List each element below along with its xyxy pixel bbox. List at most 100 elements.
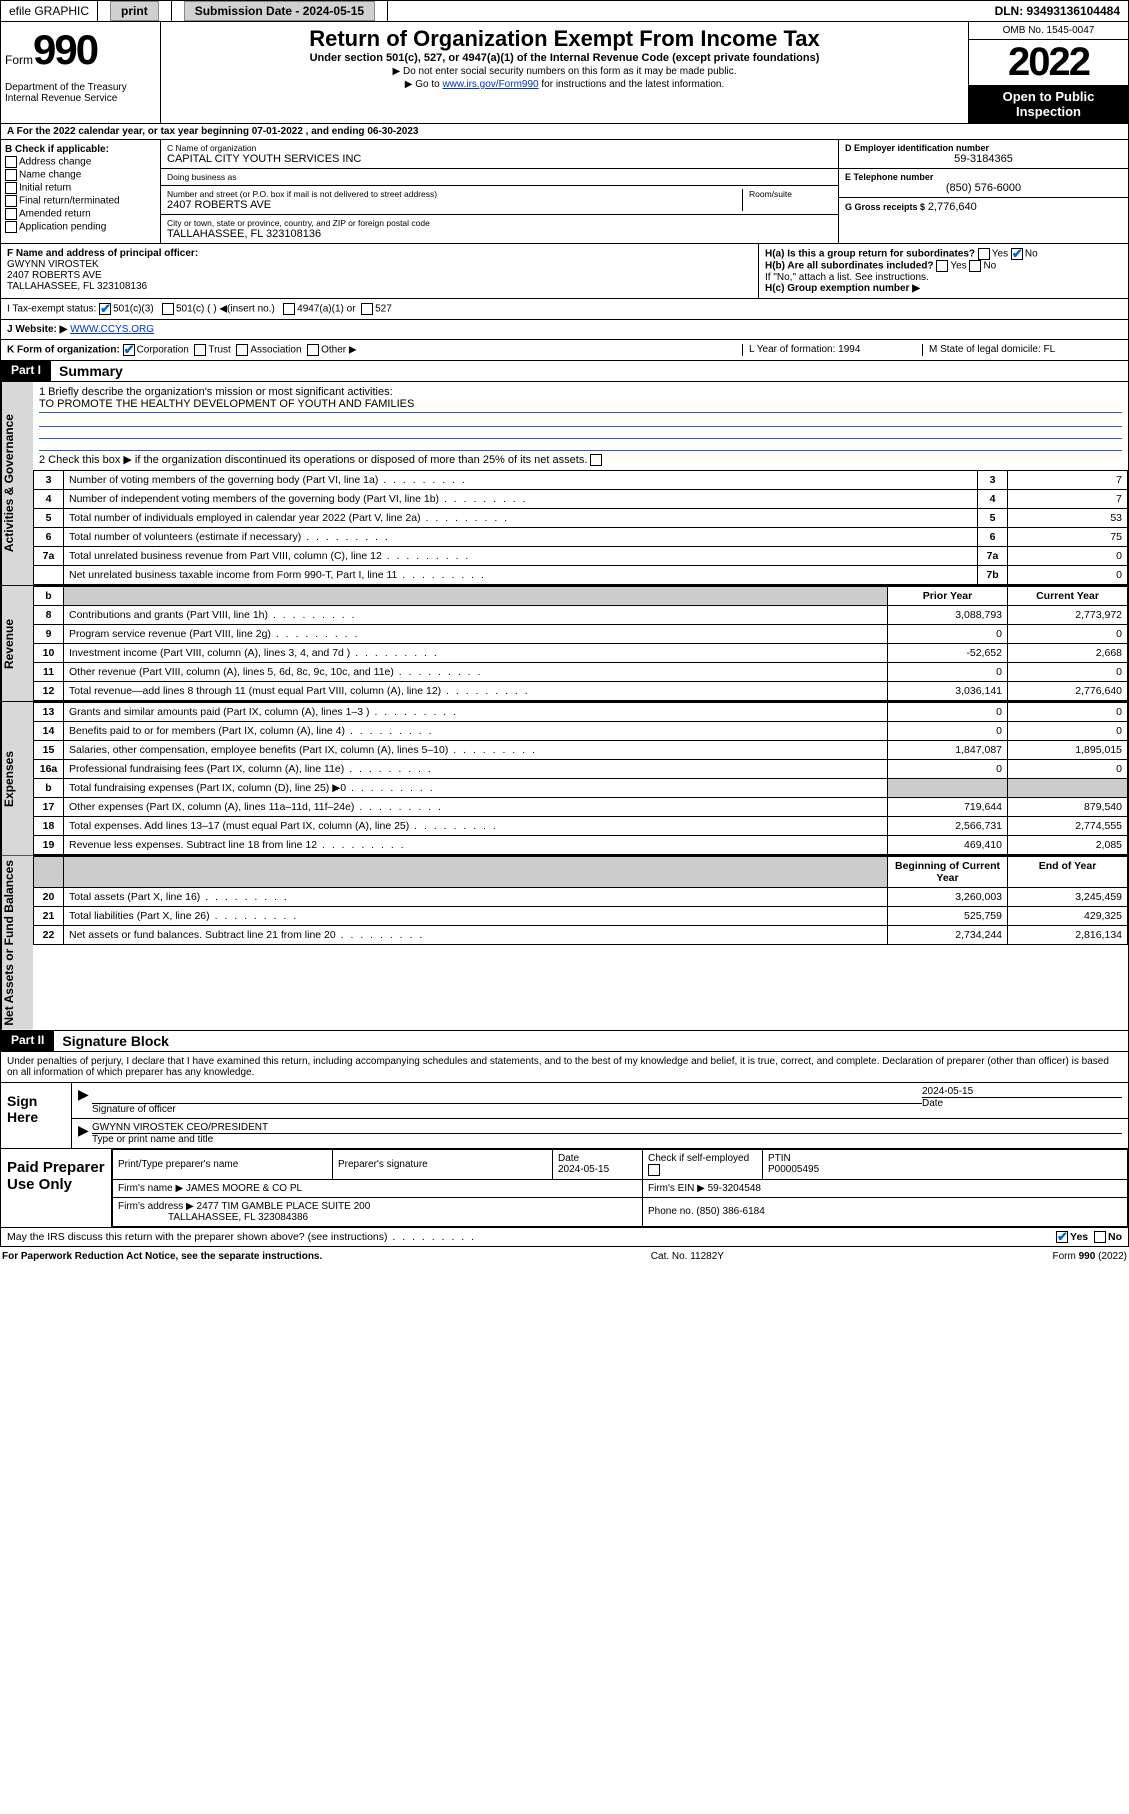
b-header: B Check if applicable: [5, 144, 109, 155]
row-k: K Form of organization: Corporation Trus… [0, 340, 1129, 361]
hb-no-cb[interactable] [969, 260, 981, 272]
footer-right: Form 990 (2022) [1053, 1251, 1127, 1262]
footer: For Paperwork Reduction Act Notice, see … [0, 1247, 1129, 1266]
table-row: 8Contributions and grants (Part VIII, li… [34, 606, 1128, 625]
paid-table: Print/Type preparer's name Preparer's si… [112, 1149, 1128, 1227]
arrow-icon: ▶ [78, 1086, 92, 1115]
table-row: 19Revenue less expenses. Subtract line 1… [34, 836, 1128, 855]
gov-label: Activities & Governance [1, 382, 33, 585]
table-row: 15Salaries, other compensation, employee… [34, 741, 1128, 760]
row-a-text: A For the 2022 calendar year, or tax yea… [7, 126, 418, 137]
f-name: GWYNN VIROSTEK [7, 259, 99, 270]
rev-table: b Prior Year Current Year 8Contributions… [33, 586, 1128, 701]
mayirs-yes-cb[interactable] [1056, 1231, 1068, 1243]
ha-yes-cb[interactable] [978, 248, 990, 260]
dept-label: Department of the Treasury Internal Reve… [5, 82, 156, 104]
goto-pre: Go to [415, 79, 442, 90]
checkbox-initial[interactable] [5, 182, 17, 194]
part-ii-title: Signature Block [54, 1031, 177, 1051]
q1-lbl: 1 Briefly describe the organization's mi… [39, 386, 1122, 398]
j-lbl: J Website: ▶ [7, 324, 67, 335]
table-row: 10Investment income (Part VIII, column (… [34, 644, 1128, 663]
note-goto: Go to www.irs.gov/Form990 for instructio… [165, 79, 964, 90]
i-4947-cb[interactable] [283, 303, 295, 315]
col-d-h: D Employer identification number 59-3184… [838, 140, 1128, 243]
b-opt-name: Name change [5, 169, 156, 181]
row-f-h: F Name and address of principal officer:… [0, 244, 1129, 299]
table-row: Net unrelated business taxable income fr… [34, 566, 1128, 585]
na-label: Net Assets or Fund Balances [1, 856, 33, 1030]
f-addr: 2407 ROBERTS AVE [7, 270, 102, 281]
form-subtitle: Under section 501(c), 527, or 4947(a)(1)… [165, 52, 964, 64]
efile-label: efile GRAPHIC [1, 1, 98, 21]
i-501c-cb[interactable] [162, 303, 174, 315]
k-assoc-cb[interactable] [236, 344, 248, 356]
part-ii-hdr: Part II [1, 1031, 54, 1051]
table-row: 12Total revenue—add lines 8 through 11 (… [34, 682, 1128, 701]
officer-lbl: Type or print name and title [92, 1134, 1122, 1145]
exp-table: 13Grants and similar amounts paid (Part … [33, 702, 1128, 855]
header-left: Form 990 Department of the Treasury Inte… [1, 22, 161, 123]
hb-yes-cb[interactable] [936, 260, 948, 272]
e-val: (850) 576-6000 [845, 182, 1122, 194]
date-lbl: Date [922, 1098, 1122, 1109]
footer-mid: Cat. No. 11282Y [651, 1251, 724, 1262]
table-row: 4Number of independent voting members of… [34, 490, 1128, 509]
i-lbl: I Tax-exempt status: [7, 304, 96, 315]
i-527-cb[interactable] [361, 303, 373, 315]
checkbox-final[interactable] [5, 195, 17, 207]
section-b-h: B Check if applicable: Address change Na… [0, 140, 1129, 244]
self-employed-cb[interactable] [648, 1164, 660, 1176]
k-corp-cb[interactable] [123, 344, 135, 356]
checkbox-name[interactable] [5, 169, 17, 181]
checkbox-amended[interactable] [5, 208, 17, 220]
row-j: J Website: ▶ WWW.CCYS.ORG [0, 320, 1129, 340]
na-table: Beginning of Current Year End of Year 20… [33, 856, 1128, 945]
table-row: 21Total liabilities (Part X, line 26)525… [34, 907, 1128, 926]
row-a: A For the 2022 calendar year, or tax yea… [0, 124, 1129, 140]
open-inspection: Open to Public Inspection [969, 85, 1128, 123]
form-header: Form 990 Department of the Treasury Inte… [0, 22, 1129, 124]
k-lbl: K Form of organization: [7, 345, 120, 356]
exp-label: Expenses [1, 702, 33, 855]
table-row: 9Program service revenue (Part VIII, lin… [34, 625, 1128, 644]
b-opt-initial: Initial return [5, 182, 156, 194]
q2-cb[interactable] [590, 454, 602, 466]
j-val[interactable]: WWW.CCYS.ORG [70, 324, 154, 335]
c-addr-lbl: Number and street (or P.O. box if mail i… [167, 189, 742, 199]
goto-post: for instructions and the latest informat… [539, 79, 725, 90]
mayirs-no-cb[interactable] [1094, 1231, 1106, 1243]
k-trust-cb[interactable] [194, 344, 206, 356]
table-row: 14Benefits paid to or for members (Part … [34, 722, 1128, 741]
checkbox-pending[interactable] [5, 221, 17, 233]
b-opt-final: Final return/terminated [5, 195, 156, 207]
print-button[interactable]: print [110, 1, 159, 21]
gov-table: 3Number of voting members of the governi… [33, 470, 1128, 585]
ha-no-cb[interactable] [1011, 248, 1023, 260]
form-word: Form [5, 53, 33, 67]
l-year: L Year of formation: 1994 [742, 344, 922, 356]
table-row: 18Total expenses. Add lines 13–17 (must … [34, 817, 1128, 836]
q2: 2 Check this box ▶ if the organization d… [39, 453, 1122, 466]
f-city: TALLAHASSEE, FL 323108136 [7, 281, 147, 292]
table-row: 22Net assets or fund balances. Subtract … [34, 926, 1128, 945]
b-opt-amended: Amended return [5, 208, 156, 220]
hb-note: If "No," attach a list. See instructions… [765, 272, 1122, 283]
k-other-cb[interactable] [307, 344, 319, 356]
arrow-icon: ▶ [78, 1122, 92, 1145]
paid-preparer-label: Paid Preparer Use Only [1, 1149, 111, 1227]
hc-lbl: H(c) Group exemption number ▶ [765, 283, 920, 294]
c-room-lbl: Room/suite [749, 189, 832, 199]
checkbox-address[interactable] [5, 156, 17, 168]
row-i: I Tax-exempt status: 501(c)(3) 501(c) ( … [0, 299, 1129, 320]
i-501c3-cb[interactable] [99, 303, 111, 315]
submission-date-button[interactable]: Submission Date - 2024-05-15 [184, 1, 375, 21]
table-row: 6Total number of volunteers (estimate if… [34, 528, 1128, 547]
c-dba-lbl: Doing business as [167, 172, 832, 182]
e-lbl: E Telephone number [845, 172, 1122, 182]
c-city-lbl: City or town, state or province, country… [167, 218, 832, 228]
rev-label: Revenue [1, 586, 33, 701]
irs-link[interactable]: www.irs.gov/Form990 [442, 79, 538, 90]
part-i-title: Summary [51, 361, 131, 381]
header-mid: Return of Organization Exempt From Incom… [161, 22, 968, 123]
